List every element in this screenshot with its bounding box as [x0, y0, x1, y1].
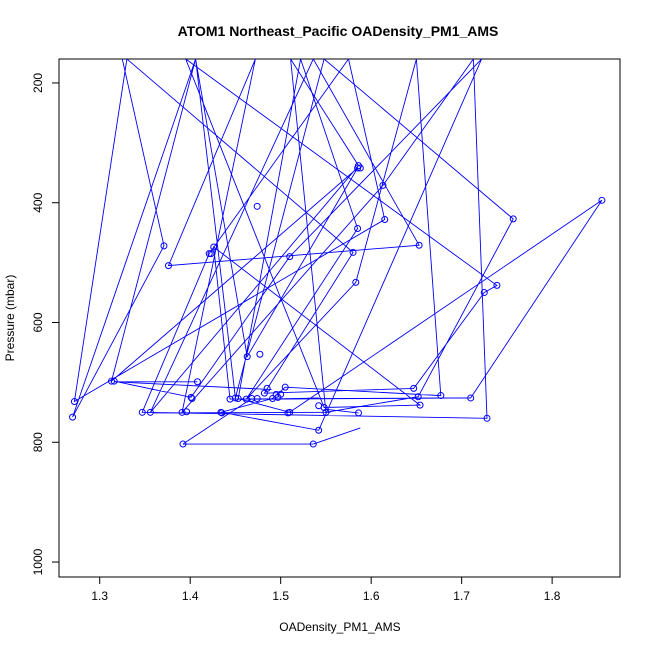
data-point — [69, 413, 77, 421]
x-tick-label: 1.4 — [182, 589, 199, 603]
plot-frame — [58, 58, 621, 578]
data-point — [256, 350, 264, 358]
data-point — [263, 384, 271, 392]
x-axis: 1.3 1.4 1.5 1.6 1.7 1.8 — [91, 577, 561, 603]
series-segment — [249, 397, 471, 400]
series-segment — [154, 411, 331, 414]
data-point — [187, 393, 195, 401]
data-point — [354, 224, 362, 232]
data-point — [493, 281, 501, 289]
data-point — [349, 248, 357, 256]
data-point — [107, 377, 115, 385]
series-segment — [182, 398, 252, 445]
data-point — [322, 408, 330, 416]
data-point — [509, 215, 517, 223]
data-point — [226, 395, 234, 403]
data-point — [356, 164, 364, 172]
data-point — [146, 408, 154, 416]
y-tick-label: 800 — [31, 432, 45, 452]
points-layer — [69, 162, 606, 448]
data-point — [315, 402, 323, 410]
data-point — [193, 378, 201, 386]
data-point — [205, 250, 213, 258]
series-line — [72, 59, 603, 431]
data-point — [281, 383, 289, 391]
x-tick-label: 1.8 — [544, 589, 561, 603]
data-point — [160, 242, 168, 250]
data-point — [234, 395, 242, 403]
data-point — [410, 384, 418, 392]
y-axis-label: Pressure (mbar) — [3, 275, 17, 362]
data-point — [309, 440, 317, 448]
data-point — [164, 262, 172, 270]
y-tick-label: 600 — [31, 312, 45, 332]
data-point — [467, 394, 475, 402]
data-point — [210, 243, 218, 251]
x-tick-label: 1.6 — [363, 589, 380, 603]
data-point — [286, 253, 294, 261]
x-tick-label: 1.5 — [272, 589, 289, 603]
y-tick-label: 1000 — [31, 548, 45, 575]
x-axis-label: OADensity_PM1_AMS — [279, 620, 400, 634]
x-tick-label: 1.7 — [453, 589, 470, 603]
y-axis: 200 400 600 800 1000 — [31, 73, 59, 575]
y-tick-label: 200 — [31, 73, 45, 93]
data-point — [355, 409, 363, 417]
data-point — [70, 398, 78, 406]
data-point — [248, 395, 256, 403]
series-segment — [325, 408, 359, 414]
data-point — [480, 289, 488, 297]
data-point — [437, 392, 445, 400]
data-point — [272, 390, 280, 398]
data-point — [415, 241, 423, 249]
data-point — [253, 202, 261, 210]
data-point — [207, 250, 215, 258]
data-point — [381, 215, 389, 223]
data-point — [416, 401, 424, 409]
data-point — [277, 390, 285, 398]
data-point — [138, 408, 146, 416]
data-point — [483, 414, 491, 422]
data-point — [315, 426, 323, 434]
y-tick-label: 400 — [31, 192, 45, 212]
data-point — [379, 181, 387, 189]
series-segment — [114, 381, 272, 391]
data-point — [218, 409, 226, 417]
data-point — [110, 377, 118, 385]
data-point — [178, 408, 186, 416]
data-point — [284, 409, 292, 417]
data-point — [242, 395, 250, 403]
x-tick-label: 1.3 — [91, 589, 108, 603]
data-point — [183, 408, 191, 416]
data-point — [243, 353, 251, 361]
chart-title: ATOM1 Northeast_Pacific OADensity_PM1_AM… — [178, 23, 499, 39]
data-point — [253, 395, 261, 403]
data-point — [352, 278, 360, 286]
data-point — [179, 440, 187, 448]
data-point — [598, 196, 606, 204]
series-layer — [72, 59, 603, 445]
data-point — [414, 393, 422, 401]
data-point — [188, 395, 196, 403]
series-segment — [313, 427, 361, 445]
